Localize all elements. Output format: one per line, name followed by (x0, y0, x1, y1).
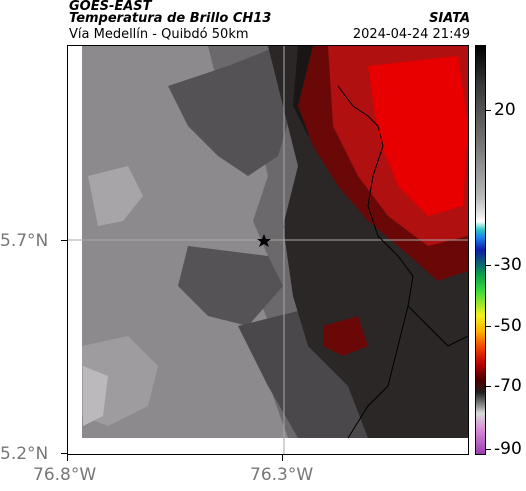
cloud-patch-lighter (88, 166, 143, 226)
colorbar-tick (486, 326, 491, 327)
lon-tick (67, 455, 68, 461)
datetime-label: 2024-04-24 21:49 (352, 27, 470, 42)
lon-label: 76.3°W (250, 465, 314, 485)
route-subtitle: Vía Medellín - Quibdó 50km (69, 27, 249, 42)
map-canvas (68, 46, 468, 454)
lat-tick (61, 453, 67, 454)
cloud-region-dark-n (168, 46, 298, 176)
cloud-top-coldest (368, 56, 468, 216)
colorbar (475, 45, 486, 455)
lat-label: 5.7°N (0, 231, 49, 251)
org-label: SIATA (429, 11, 470, 26)
cloud-patch-lightest (83, 366, 108, 426)
colorbar-tick (486, 110, 491, 111)
colorbar-tick (486, 449, 491, 450)
colorbar-label: -50 (494, 316, 522, 336)
product-title: Temperatura de Brillo CH13 (69, 11, 272, 26)
brightness-temperature-map[interactable] (67, 45, 469, 455)
cloud-top-cold-s (323, 316, 368, 356)
star-icon (257, 234, 271, 247)
department-boundary-south (347, 305, 409, 439)
cloud-region-dark-c (178, 246, 283, 326)
lat-label: 5.2°N (0, 444, 49, 464)
colorbar-label: -70 (494, 376, 522, 396)
lon-tick (282, 455, 283, 461)
colorbar-label: -90 (494, 439, 522, 459)
lon-label: 76.8°W (33, 465, 97, 485)
colorbar-label: 20 (494, 100, 516, 120)
lat-tick (61, 240, 67, 241)
colorbar-tick (486, 265, 491, 266)
department-boundary (337, 85, 468, 347)
satellite-title: GOES-EAST (69, 0, 152, 14)
colorbar-tick (486, 386, 491, 387)
colorbar-label: -30 (494, 255, 522, 275)
